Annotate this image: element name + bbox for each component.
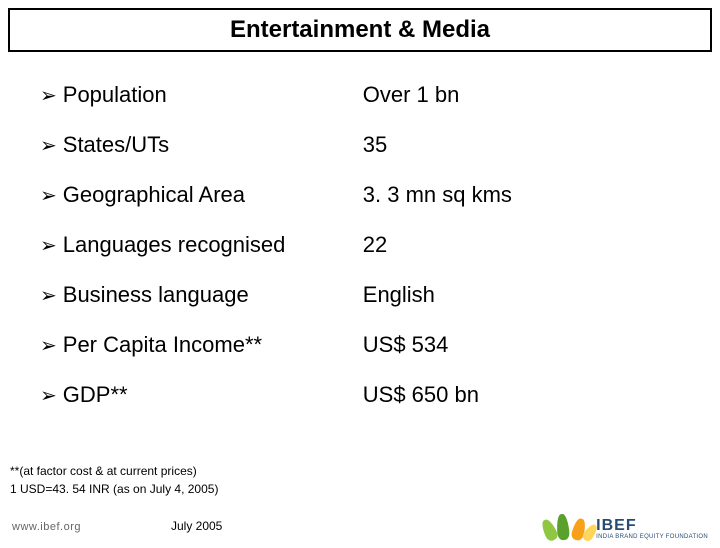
logo-subtext: INDIA BRAND EQUITY FOUNDATION <box>596 534 708 540</box>
fact-value: 3. 3 mn sq kms <box>363 182 512 208</box>
fact-label: Population <box>63 82 363 108</box>
logo-text: IBEF <box>596 518 636 534</box>
fact-value: English <box>363 282 435 308</box>
footnote-2: 1 USD=43. 54 INR (as on July 4, 2005) <box>10 482 218 496</box>
footer-left: www.ibef.org July 2005 <box>12 519 222 533</box>
fact-row: ➢ States/UTs35 <box>0 120 720 170</box>
logo-text-block: IBEF INDIA BRAND EQUITY FOUNDATION <box>596 518 708 540</box>
page-title: Entertainment & Media <box>230 16 490 44</box>
title-bar: Entertainment & Media <box>8 8 712 52</box>
fact-value: 22 <box>363 232 387 258</box>
fact-label: States/UTs <box>63 132 363 158</box>
fact-row: ➢ Geographical Area3. 3 mn sq kms <box>0 170 720 220</box>
fact-row: ➢ Languages recognised22 <box>0 220 720 270</box>
fact-value: 35 <box>363 132 387 158</box>
fact-label: Per Capita Income** <box>63 332 363 358</box>
fact-row: ➢ PopulationOver 1 bn <box>0 70 720 120</box>
footer-date: July 2005 <box>171 519 222 533</box>
bullet-icon: ➢ <box>40 136 57 156</box>
fact-label: GDP** <box>63 382 363 408</box>
bullet-icon: ➢ <box>40 386 57 406</box>
fact-label: Business language <box>63 282 363 308</box>
site-url: www.ibef.org <box>12 521 81 533</box>
ibef-logo: IBEF INDIA BRAND EQUITY FOUNDATION <box>548 512 708 540</box>
fact-value: US$ 534 <box>363 332 449 358</box>
facts-list: ➢ PopulationOver 1 bn ➢ States/UTs35 ➢ Geogra… <box>0 70 720 420</box>
bullet-icon: ➢ <box>40 286 57 306</box>
footnotes: **(at factor cost & at current prices) 1… <box>10 464 218 500</box>
fact-label: Geographical Area <box>63 182 363 208</box>
logo-mark-icon <box>548 512 590 540</box>
footnote-1: **(at factor cost & at current prices) <box>10 464 218 478</box>
fact-value: US$ 650 bn <box>363 382 479 408</box>
bullet-icon: ➢ <box>40 336 57 356</box>
slide: Entertainment & Media ➢ PopulationOver 1 … <box>0 8 720 548</box>
fact-row: ➢ Per Capita Income**US$ 534 <box>0 320 720 370</box>
fact-row: ➢ Business languageEnglish <box>0 270 720 320</box>
fact-value: Over 1 bn <box>363 82 460 108</box>
fact-label: Languages recognised <box>63 232 363 258</box>
bullet-icon: ➢ <box>40 236 57 256</box>
bullet-icon: ➢ <box>40 186 57 206</box>
bullet-icon: ➢ <box>40 86 57 106</box>
fact-row: ➢ GDP**US$ 650 bn <box>0 370 720 420</box>
footer: www.ibef.org July 2005 IBEF INDIA BRAND … <box>0 512 720 540</box>
